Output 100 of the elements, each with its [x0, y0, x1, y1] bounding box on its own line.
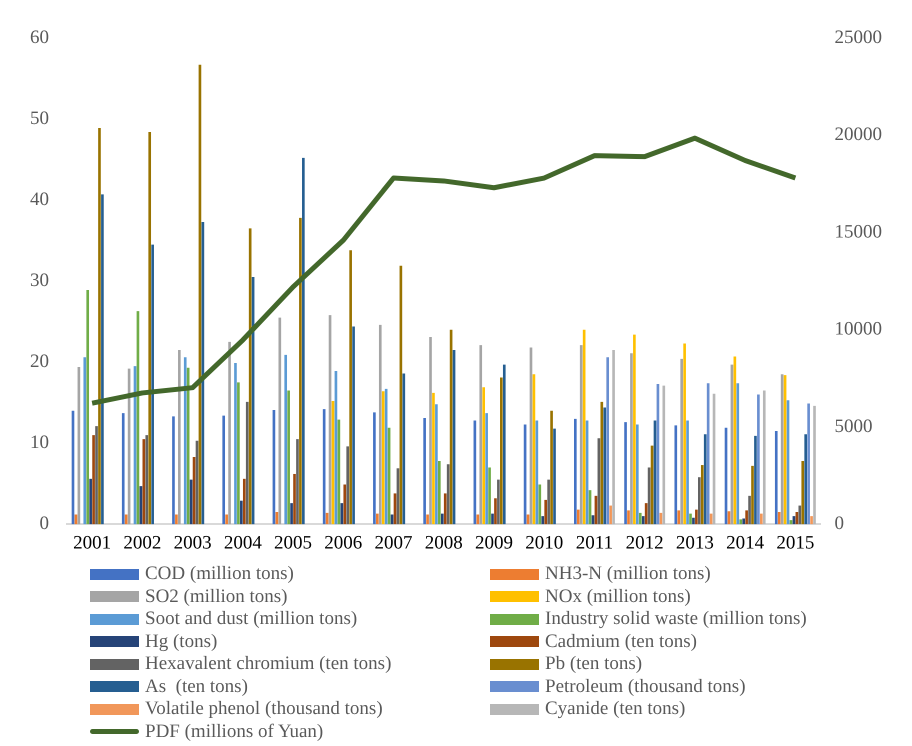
bar — [576, 510, 580, 524]
bar — [302, 158, 305, 524]
bar — [290, 503, 293, 524]
bar — [172, 416, 175, 524]
bar — [432, 392, 435, 524]
y2-tick-label: 10000 — [834, 318, 882, 340]
legend-label: Hg (tons) — [145, 630, 218, 653]
y-tick-label: 60 — [30, 26, 49, 48]
bar — [642, 516, 645, 524]
bar — [606, 357, 610, 524]
bar — [122, 413, 125, 524]
bar — [136, 311, 140, 524]
bar — [778, 512, 781, 524]
bar — [423, 418, 426, 524]
bar — [586, 420, 588, 524]
bar — [810, 516, 813, 524]
bar — [686, 420, 689, 524]
bar — [476, 514, 480, 524]
bar — [680, 358, 683, 524]
y-tick-label: 30 — [30, 270, 49, 292]
bar — [798, 506, 802, 524]
bar — [724, 428, 728, 524]
y-tick-label: 0 — [40, 513, 49, 534]
bar — [72, 410, 74, 524]
y-tick-label: 20 — [30, 351, 49, 372]
bar — [500, 378, 503, 524]
bar — [349, 250, 352, 524]
bar — [293, 474, 296, 524]
legend-label: NH3-N (million tons) — [545, 563, 711, 586]
bar — [450, 330, 452, 524]
bar — [494, 498, 497, 524]
bar — [547, 480, 550, 524]
bar — [650, 446, 654, 524]
bar — [376, 514, 379, 524]
x-tick-label: 2013 — [676, 532, 714, 554]
bar — [633, 334, 636, 524]
bar — [704, 434, 707, 524]
bar — [198, 64, 202, 524]
bar — [429, 337, 432, 524]
bar — [550, 410, 553, 524]
bar — [497, 480, 500, 524]
bar — [388, 428, 390, 524]
bar — [296, 439, 299, 524]
legend-label: Volatile phenol (thousand tons) — [145, 698, 383, 720]
bar — [178, 350, 181, 524]
bar — [524, 424, 526, 524]
bar — [728, 511, 730, 524]
bar — [660, 512, 662, 524]
x-tick-label: 2010 — [525, 532, 564, 554]
legend-label: Petroleum (thousand tons) — [545, 676, 746, 698]
bar — [592, 515, 594, 524]
bar — [435, 404, 438, 524]
bar — [488, 467, 491, 524]
bar — [807, 403, 810, 524]
bar — [192, 456, 196, 524]
bar — [491, 514, 494, 524]
x-tick-label: 2005 — [274, 532, 312, 554]
bar — [538, 484, 542, 524]
x-tick-label: 2006 — [324, 532, 362, 554]
bar — [151, 244, 154, 524]
bar — [683, 343, 686, 524]
bar — [630, 353, 633, 524]
bar — [175, 514, 178, 524]
x-tick-label: 2014 — [726, 532, 765, 554]
bar — [580, 345, 583, 524]
bar — [438, 460, 441, 524]
x-tick-label: 2003 — [174, 532, 212, 554]
bar — [790, 520, 792, 524]
bar — [134, 366, 136, 524]
y2-tick-label: 15000 — [834, 221, 882, 242]
bar — [444, 493, 447, 524]
bar — [190, 480, 192, 524]
bar — [382, 391, 385, 524]
bar — [698, 477, 701, 524]
bar — [536, 420, 538, 524]
bar — [98, 128, 101, 524]
bar — [638, 512, 642, 524]
bar — [485, 413, 488, 524]
bar — [390, 514, 394, 524]
bar — [730, 364, 734, 524]
bar — [600, 402, 604, 524]
bar — [502, 364, 506, 524]
bar — [479, 345, 482, 524]
bar — [272, 410, 276, 524]
x-tick-label: 2015 — [776, 532, 814, 554]
bar — [426, 514, 429, 524]
bar — [78, 366, 80, 524]
bar — [184, 357, 187, 524]
x-tick-label: 2004 — [224, 532, 262, 554]
bar — [748, 496, 751, 524]
bar — [338, 420, 340, 524]
bar — [700, 465, 704, 524]
bar — [373, 412, 376, 524]
bar — [83, 357, 86, 524]
bar — [598, 438, 600, 524]
bar — [544, 500, 548, 524]
x-tick-label: 2008 — [424, 532, 463, 554]
x-tick-label: 2007 — [374, 532, 413, 554]
bar — [234, 362, 237, 524]
bar — [352, 326, 355, 524]
